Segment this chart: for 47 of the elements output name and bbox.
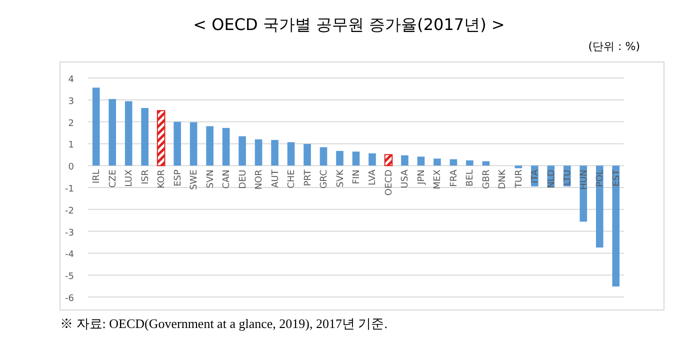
x-tick-label: FIN — [352, 170, 362, 184]
x-tick-label: CZE — [108, 169, 118, 188]
x-tick-label: ISR — [140, 170, 151, 184]
x-tick-label: FRA — [449, 168, 460, 187]
y-tick-label: -4 — [65, 250, 74, 260]
x-tick-label: LTU — [563, 170, 574, 186]
x-tick-label: NOR — [254, 170, 265, 190]
x-tick-label: MEX — [433, 170, 444, 190]
x-tick-label: NLD — [546, 170, 557, 188]
y-tick-label: 1 — [68, 140, 74, 151]
annotation: (단위 : %) — [588, 40, 640, 53]
x-tick-label: HUN — [579, 170, 590, 190]
annotation: ※ 자료: OECD(Government at a glance, 2019), 2017년 기준. — [60, 316, 388, 331]
x-tick-label: KOR — [157, 170, 168, 188]
y-tick-label: -2 — [65, 206, 74, 216]
x-tick-label: OECD — [384, 170, 394, 196]
x-tick-label: TUR — [514, 170, 524, 189]
x-tick-label: CHE — [287, 169, 298, 188]
y-tick-label: 4 — [68, 75, 74, 85]
x-tick-label: SWE — [190, 169, 200, 190]
y-tick-label: 2 — [68, 118, 74, 129]
x-tick-label: BEL — [466, 170, 476, 186]
x-tick-label: IRL — [92, 170, 102, 184]
x-tick-label: ESP — [173, 169, 184, 186]
x-tick-label: JPN — [416, 170, 427, 186]
y-tick-label: -6 — [65, 294, 74, 304]
x-tick-label: GRC — [320, 170, 330, 189]
x-tick-label: AUT — [270, 169, 281, 188]
x-tick-label: ITA — [530, 168, 541, 184]
x-tick-label: EST — [612, 169, 622, 187]
x-tick-label: DNK — [498, 168, 508, 190]
y-tick-label: -5 — [65, 272, 74, 282]
x-tick-label: LVA — [368, 168, 378, 186]
x-tick-label: SVK — [336, 168, 346, 188]
x-tick-label: GBR — [482, 170, 492, 190]
y-tick-label: 0 — [68, 162, 74, 173]
x-tick-label: DEU — [238, 170, 248, 189]
x-tick-label: LUX — [124, 170, 135, 187]
y-tick-label: -3 — [65, 228, 74, 238]
y-tick-label: -1 — [65, 184, 74, 194]
x-tick-label: CAN — [222, 170, 232, 189]
y-tick-label: 3 — [68, 96, 74, 107]
x-tick-label: POL — [596, 170, 606, 188]
x-tick-label: USA — [400, 168, 411, 188]
x-tick-label: PRT — [303, 169, 314, 186]
title: < OECD 국가별 공무원 증가율(2017년) > — [193, 15, 505, 34]
x-tick-label: SVN — [206, 170, 216, 188]
